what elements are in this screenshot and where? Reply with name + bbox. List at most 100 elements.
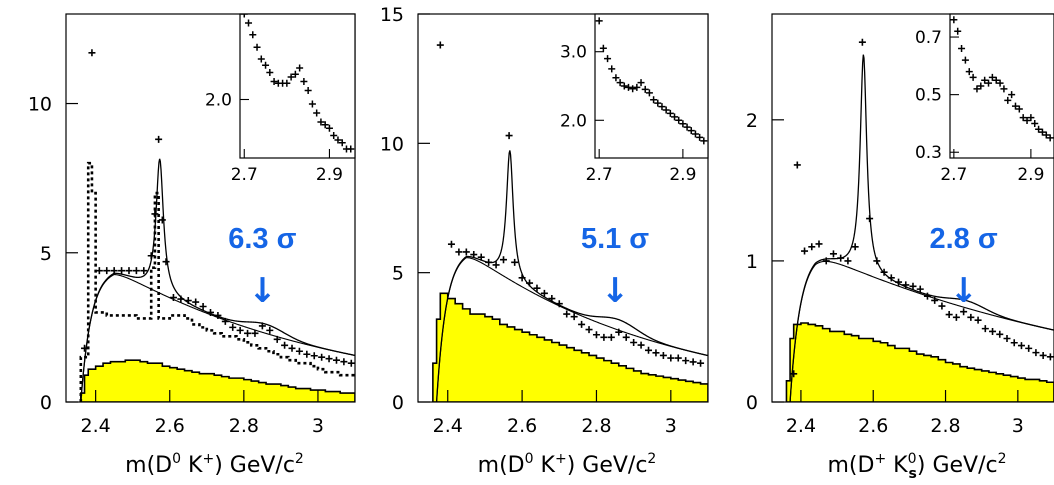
y-tick-label: 0 bbox=[40, 392, 52, 414]
data-point bbox=[607, 333, 615, 341]
inset-data-point bbox=[283, 79, 291, 87]
inset-data-point bbox=[1004, 96, 1012, 104]
x-axis-label-m: m(D bbox=[827, 453, 874, 478]
x-axis-label-s1: 0 bbox=[525, 451, 534, 467]
data-point bbox=[158, 216, 166, 224]
data-point bbox=[470, 251, 478, 259]
inset-data-point bbox=[253, 43, 261, 51]
x-axis-label-s2: 0 bbox=[908, 451, 917, 467]
inset-data-point bbox=[650, 96, 658, 104]
inset-data-point bbox=[608, 65, 616, 73]
x-tick-label: 2.8 bbox=[930, 415, 960, 437]
data-point bbox=[526, 279, 534, 287]
data-point bbox=[931, 296, 939, 304]
inset-data-point bbox=[645, 89, 653, 97]
significance-label: 5.1 σ bbox=[581, 223, 649, 255]
data-point bbox=[140, 267, 148, 275]
data-point bbox=[95, 267, 103, 275]
data-point bbox=[151, 210, 159, 218]
data-point bbox=[110, 267, 118, 275]
inset-frame bbox=[239, 13, 356, 159]
inset-data-point bbox=[985, 79, 993, 87]
x-axis-label: m(D0 K+) GeV/c2 bbox=[478, 451, 657, 478]
inset-data-point bbox=[300, 78, 308, 85]
x-tick-label: 2.6 bbox=[507, 415, 537, 437]
inset-data-point bbox=[633, 83, 641, 91]
data-point bbox=[347, 359, 355, 367]
data-point bbox=[1017, 342, 1025, 350]
x-tick-label: 3 bbox=[312, 415, 324, 437]
data-point bbox=[118, 267, 126, 275]
data-point bbox=[281, 341, 289, 349]
data-point bbox=[974, 316, 982, 324]
data-point bbox=[615, 328, 623, 336]
x-axis-label-mid: K bbox=[534, 453, 556, 478]
data-point bbox=[295, 347, 303, 355]
data-point bbox=[866, 215, 874, 223]
data-point bbox=[548, 295, 556, 303]
inset-plot: 0.3 0.5 0.7 2.7 2.9 bbox=[915, 13, 1054, 185]
inset-data-point bbox=[347, 145, 355, 153]
data-point bbox=[81, 344, 89, 352]
inset-data-point bbox=[683, 123, 691, 131]
inset-data-point bbox=[954, 27, 962, 35]
data-point bbox=[851, 243, 859, 251]
inset-data-point bbox=[317, 118, 325, 126]
inset-data-point bbox=[969, 73, 977, 81]
inset-data-point bbox=[616, 79, 624, 87]
data-point bbox=[184, 297, 192, 305]
data-point bbox=[162, 258, 170, 266]
x-axis-label-end: ) GeV/c bbox=[917, 453, 998, 478]
inset-x-tick-label: 2.7 bbox=[586, 165, 613, 185]
x-axis-label-m: m(D bbox=[125, 453, 172, 478]
data-point bbox=[1025, 344, 1033, 352]
inset-data-point bbox=[313, 109, 321, 117]
data-point bbox=[288, 344, 296, 352]
data-point bbox=[1003, 335, 1011, 343]
data-point bbox=[659, 351, 667, 359]
x-axis-label-s1: 0 bbox=[172, 451, 181, 467]
yellow-histogram bbox=[432, 292, 708, 402]
data-point bbox=[996, 330, 1004, 338]
data-point bbox=[303, 350, 311, 358]
x-tick-label: 3 bbox=[1012, 415, 1024, 437]
inset-y-tick-label: 2.0 bbox=[560, 111, 587, 131]
data-point bbox=[563, 310, 571, 318]
data-point bbox=[244, 329, 252, 337]
x-axis-label-mid: K bbox=[181, 453, 203, 478]
total-fit-curve bbox=[789, 54, 1054, 402]
inset-data-point bbox=[629, 85, 637, 93]
data-point bbox=[808, 243, 816, 251]
data-point bbox=[887, 274, 895, 282]
data-point bbox=[436, 41, 444, 49]
data-point bbox=[221, 317, 229, 325]
data-point bbox=[325, 355, 333, 363]
inset-data-point bbox=[1019, 114, 1027, 122]
data-point bbox=[801, 247, 809, 255]
data-point bbox=[447, 240, 455, 248]
inset-data-point bbox=[1023, 117, 1031, 125]
y-tick-label: 2 bbox=[746, 110, 758, 132]
data-point bbox=[652, 349, 660, 357]
inset-y-tick-label: 0.3 bbox=[915, 143, 942, 163]
down-arrow-icon: ↓ bbox=[949, 271, 978, 311]
data-point bbox=[199, 302, 207, 310]
inset-data-point bbox=[662, 106, 670, 114]
inset-data-point bbox=[266, 69, 274, 76]
inset-data-point bbox=[604, 55, 612, 63]
data-point bbox=[310, 352, 318, 360]
data-point bbox=[455, 248, 463, 256]
inset-plot: 2.0 2.7 2.9 bbox=[205, 13, 356, 185]
inset-data-point bbox=[1008, 91, 1016, 99]
inset-data-point bbox=[291, 70, 299, 78]
x-axis-label-s1: + bbox=[874, 451, 886, 467]
inset-y-tick-label: 3.0 bbox=[560, 43, 587, 63]
data-point bbox=[477, 253, 485, 261]
data-point bbox=[492, 261, 500, 269]
data-point bbox=[132, 267, 140, 275]
plot-frame bbox=[65, 13, 356, 403]
inset-x-tick-label: 2.7 bbox=[940, 165, 967, 185]
down-arrow-icon: ↓ bbox=[601, 271, 630, 311]
